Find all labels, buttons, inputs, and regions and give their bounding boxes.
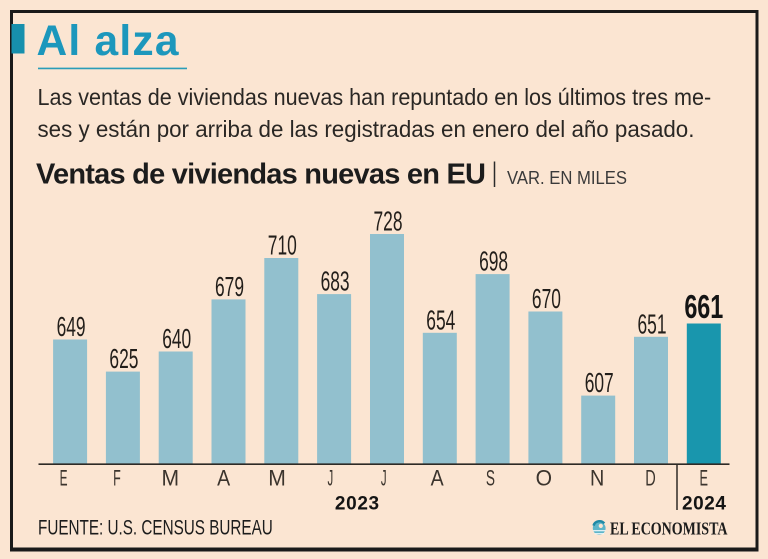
svg-text:2024: 2024	[682, 494, 726, 515]
svg-text:D: D	[645, 465, 655, 490]
svg-text:S: S	[486, 465, 495, 490]
svg-text:E: E	[60, 465, 68, 490]
svg-text:J: J	[381, 465, 387, 490]
svg-text:661: 661	[684, 289, 723, 326]
svg-text:698: 698	[479, 245, 508, 276]
svg-text:Las ventas de viviendas nuevas: Las ventas de viviendas nuevas han repun…	[38, 84, 712, 110]
svg-text:A: A	[431, 466, 444, 490]
svg-text:Al alza: Al alza	[37, 18, 179, 65]
svg-text:VAR. EN MILES: VAR. EN MILES	[507, 167, 627, 188]
svg-text:2023: 2023	[335, 494, 379, 515]
svg-text:651: 651	[637, 308, 666, 339]
svg-text:J: J	[328, 465, 334, 490]
svg-text:O: O	[536, 465, 552, 491]
svg-text:E: E	[700, 466, 709, 490]
svg-text:A: A	[217, 466, 230, 490]
svg-text:625: 625	[109, 343, 138, 374]
svg-text:M: M	[268, 465, 286, 491]
svg-text:FUENTE: U.S. CENSUS BUREAU: FUENTE: U.S. CENSUS BUREAU	[38, 515, 273, 539]
svg-text:710: 710	[268, 229, 297, 260]
svg-text:670: 670	[532, 283, 561, 314]
svg-text:654: 654	[426, 304, 455, 335]
svg-text:Ventas de viviendas nuevas en: Ventas de viviendas nuevas en EU	[36, 158, 486, 190]
svg-text:679: 679	[215, 271, 244, 302]
svg-text:607: 607	[585, 367, 614, 398]
svg-text:EL ECONOMISTA: EL ECONOMISTA	[610, 520, 728, 539]
svg-text:M: M	[162, 465, 180, 491]
svg-text:683: 683	[321, 265, 350, 296]
svg-text:728: 728	[373, 205, 402, 236]
svg-text:F: F	[113, 466, 121, 491]
svg-text:640: 640	[162, 323, 191, 354]
svg-text:N: N	[590, 466, 604, 490]
svg-text:ses y están por arriba de las: ses y están por arriba de las registrada…	[38, 115, 695, 142]
svg-text:649: 649	[57, 311, 86, 342]
